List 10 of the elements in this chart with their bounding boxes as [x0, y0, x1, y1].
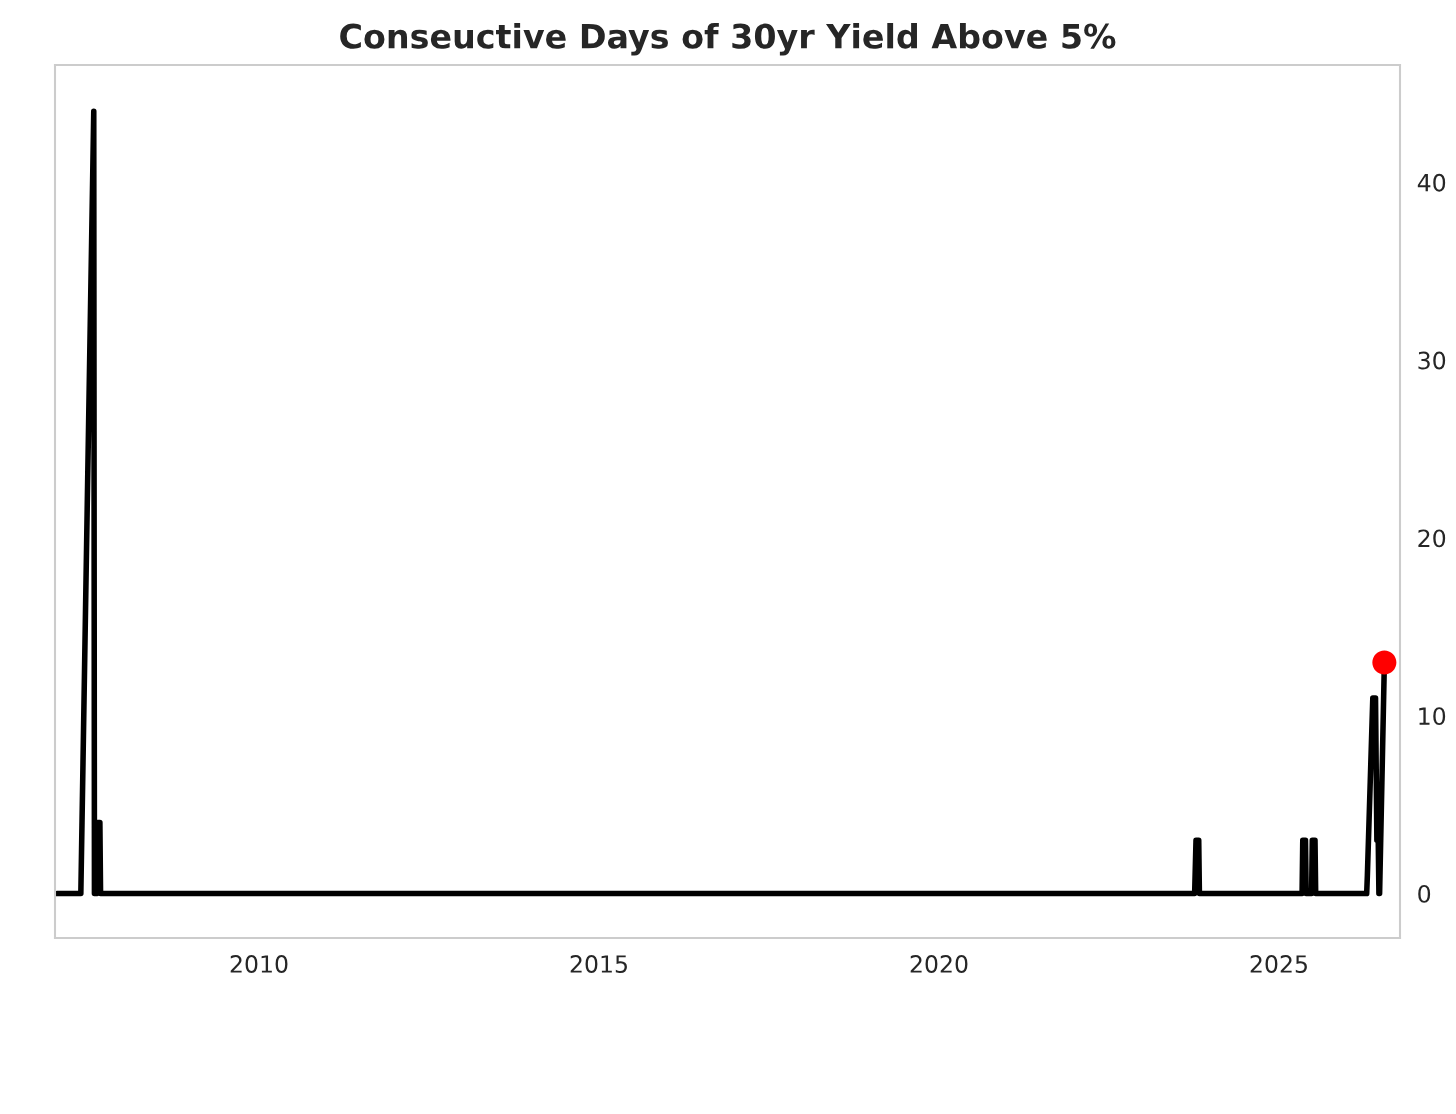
x-tick-label: 2015: [570, 955, 627, 973]
y-tick-label: 10: [1419, 707, 1446, 726]
chart-title: Conseuctive Days of 30yr Yield Above 5%: [340, 23, 1116, 56]
x-tick-label: 2010: [230, 955, 288, 973]
y-tick-label: 30: [1418, 351, 1446, 370]
x-tick-label: 2025: [1250, 955, 1307, 973]
x-tick-label: 2020: [910, 955, 968, 973]
y-tick-label: 20: [1418, 529, 1446, 548]
y-tick-label: 0: [1418, 885, 1431, 903]
y-tick-label: 40: [1417, 173, 1446, 192]
